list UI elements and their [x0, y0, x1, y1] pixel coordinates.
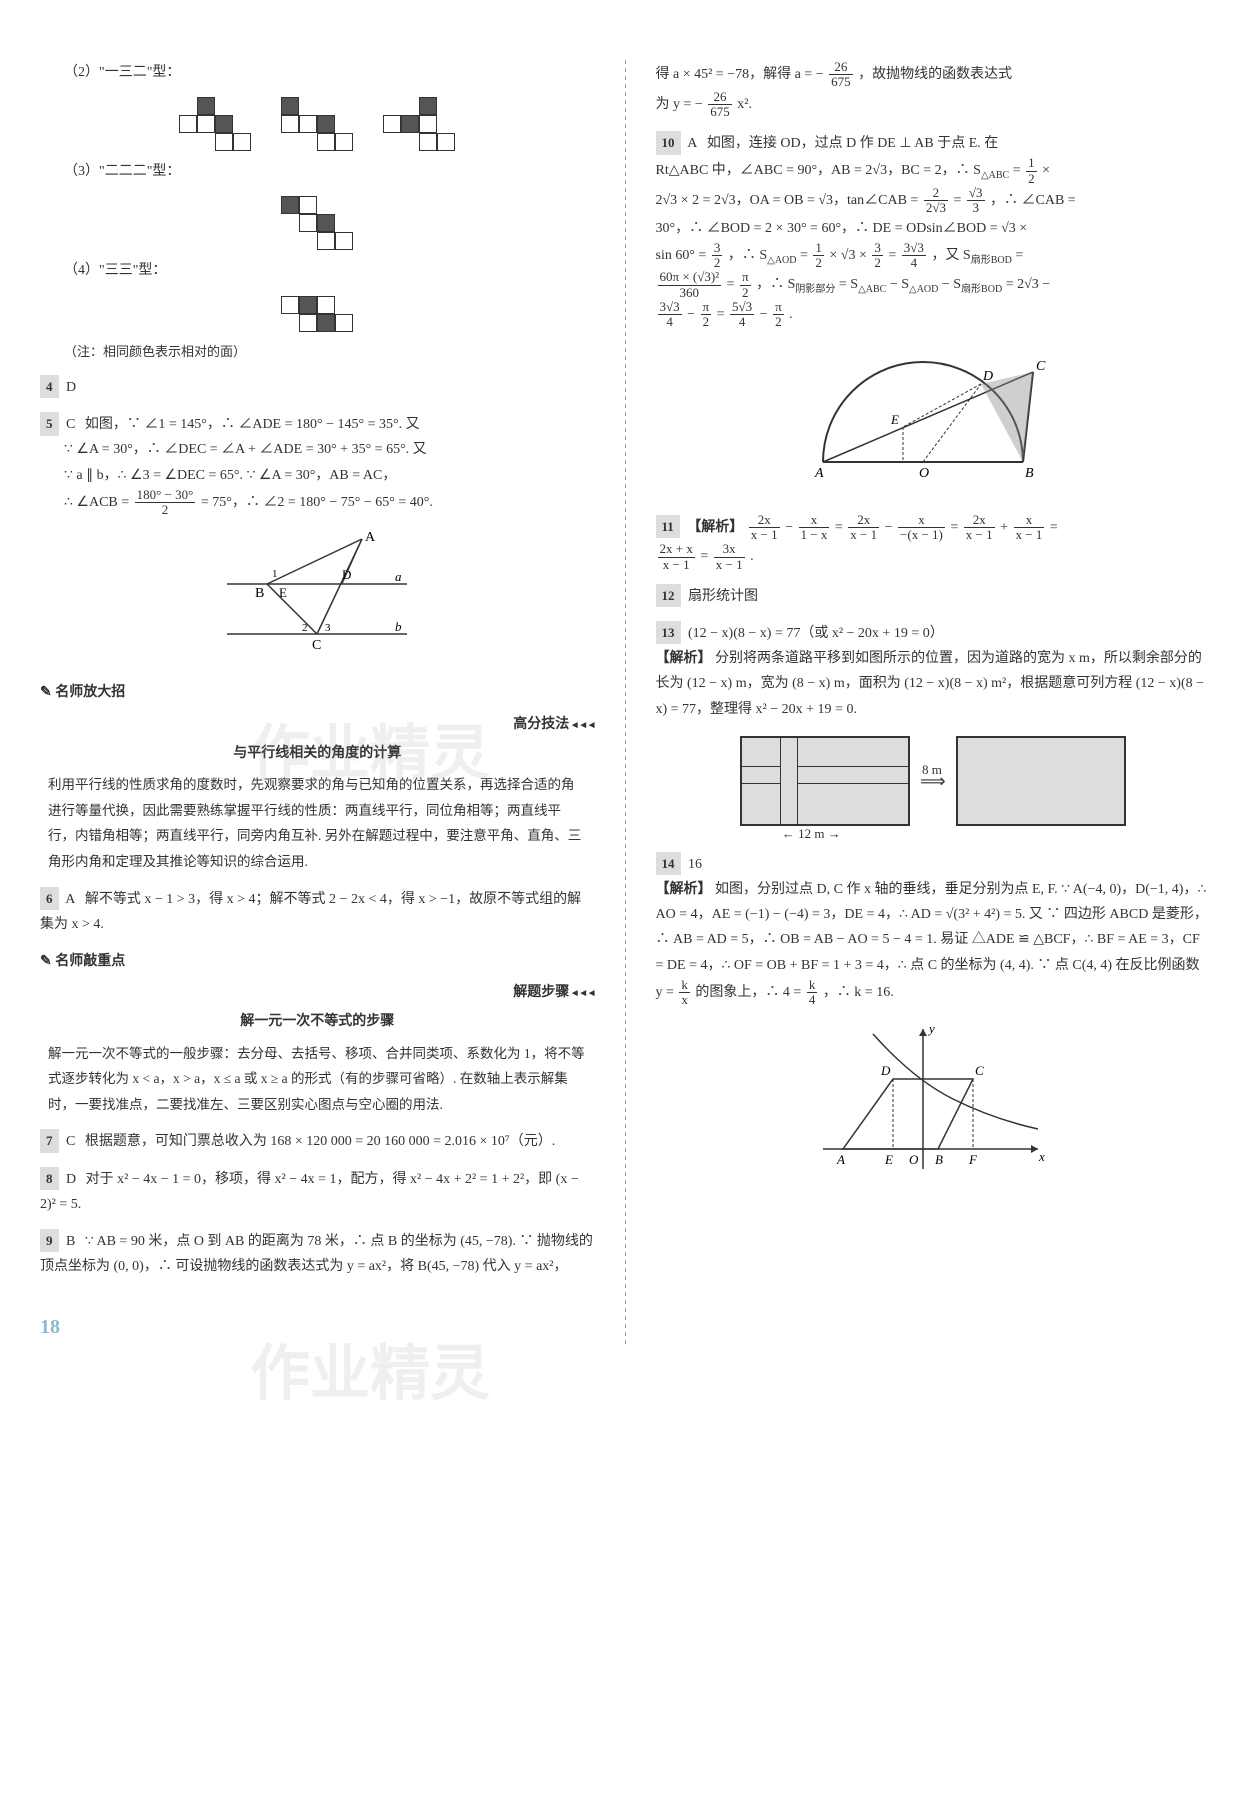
right-column: 得 a × 45² = −78，解得 a = − 26675 ，故抛物线的函数表…	[656, 60, 1211, 1345]
svg-text:D: D	[982, 369, 993, 384]
section2-header: ✎ 名师敲重点	[40, 949, 595, 974]
answer-4: 4 D	[40, 375, 595, 400]
a9-text: ∵ AB = 90 米，点 O 到 AB 的距离为 78 米，∴ 点 B 的坐标…	[40, 1234, 593, 1274]
answer-14: 14 16 【解析】 如图，分别过点 D, C 作 x 轴的垂线，垂足分别为点 …	[656, 852, 1211, 1008]
figure-10: A B C D E O	[656, 342, 1211, 501]
ans-9: B	[66, 1234, 75, 1249]
svg-text:E: E	[279, 585, 287, 600]
svg-text:E: E	[890, 412, 899, 427]
q2-figures	[40, 97, 595, 151]
qnum-13: 13	[656, 621, 681, 644]
section2-body: 解一元一次不等式的一般步骤：去分母、去括号、移项、合并同类项、系数化为 1，将不…	[40, 1041, 595, 1118]
section1-body: 利用平行线的性质求角的度数时，先观察要求的角与已知角的位置关系，再选择合适的角进…	[40, 772, 595, 875]
a12-text: 扇形统计图	[688, 589, 758, 604]
cont-9: 得 a × 45² = −78，解得 a = − 26675 ，故抛物线的函数表…	[656, 60, 1211, 119]
a5-frac: 180° − 30°2	[135, 488, 196, 518]
a5-text1: 如图，∵ ∠1 = 145°，∴ ∠ADE = 180° − 145° = 35…	[85, 417, 420, 432]
qnum-11: 11	[656, 515, 680, 538]
ans-14: 16	[688, 857, 702, 872]
road-diagram: 8 m ← 12 m → ⟹	[656, 736, 1211, 826]
a5-text3: ∵ a ∥ b，∴ ∠3 = ∠DEC = 65°. ∵ ∠A = 30°，AB…	[40, 468, 396, 483]
a5-text4-pre: ∴ ∠ACB =	[40, 495, 133, 510]
qnum-5: 5	[40, 412, 59, 435]
answer-10: 10 A 如图，连接 OD，过点 D 作 DE ⊥ AB 于点 E. 在 Rt△…	[656, 131, 1211, 329]
q4-figures	[40, 296, 595, 332]
svg-text:E: E	[884, 1152, 893, 1167]
answer-9: 9 B ∵ AB = 90 米，点 O 到 AB 的距离为 78 米，∴ 点 B…	[40, 1229, 595, 1279]
ans-5: C	[66, 417, 75, 432]
a14-label: 【解析】	[656, 882, 712, 897]
a5-text2: ∵ ∠A = 30°，∴ ∠DEC = ∠A + ∠ADE = 30° + 35…	[40, 442, 427, 457]
color-note: （注：相同颜色表示相对的面）	[40, 340, 595, 363]
q3-label: （3）"二二二"型：	[40, 159, 595, 184]
ans-4: D	[66, 380, 76, 395]
a13-body: 分别将两条道路平移到如图所示的位置，因为道路的宽为 x m，所以剩余部分的长为 …	[656, 651, 1205, 716]
road-right	[956, 736, 1126, 826]
qnum-9: 9	[40, 1229, 59, 1252]
figure-5: A B C D E a b 1 2 3	[40, 529, 595, 668]
answer-6: 6 A 解不等式 x − 1 > 3，得 x > 4；解不等式 2 − 2x <…	[40, 887, 595, 937]
svg-text:C: C	[1036, 359, 1046, 374]
svg-text:1: 1	[272, 568, 278, 580]
figure-14: A B C D E F O x y	[656, 1019, 1211, 1188]
qnum-6: 6	[40, 887, 59, 910]
svg-text:C: C	[312, 638, 321, 653]
svg-text:A: A	[836, 1152, 845, 1167]
dim-h: ← 12 m →	[782, 822, 841, 845]
q4-label: （4）"三三"型：	[40, 258, 595, 283]
q2-label: （2）"一三二"型：	[40, 60, 595, 85]
a6-text: 解不等式 x − 1 > 3，得 x > 4；解不等式 2 − 2x < 4，得…	[40, 892, 581, 932]
svg-text:D: D	[342, 567, 351, 582]
svg-text:3: 3	[325, 622, 331, 634]
svg-text:F: F	[968, 1152, 978, 1167]
a11-label: 【解析】	[687, 520, 743, 535]
column-divider	[625, 60, 626, 1345]
section2-subtitle: 解一元一次不等式的步骤	[40, 1009, 595, 1034]
section1-title: 高分技法	[40, 712, 595, 737]
qnum-12: 12	[656, 584, 681, 607]
answer-8: 8 D 对于 x² − 4x − 1 = 0，移项，得 x² − 4x = 1，…	[40, 1167, 595, 1217]
svg-text:B: B	[255, 586, 264, 601]
section1-subtitle: 与平行线相关的角度的计算	[40, 741, 595, 766]
svg-text:A: A	[365, 530, 376, 545]
qnum-10: 10	[656, 131, 681, 154]
svg-text:D: D	[880, 1063, 891, 1078]
ans-6: A	[65, 892, 75, 907]
qnum-14: 14	[656, 852, 681, 875]
svg-text:y: y	[927, 1021, 935, 1036]
ans-8: D	[66, 1172, 76, 1187]
svg-text:C: C	[975, 1063, 984, 1078]
svg-text:O: O	[919, 466, 929, 481]
svg-text:B: B	[1025, 466, 1034, 481]
a7-text: 根据题意，可知门票总收入为 168 × 120 000 = 20 160 000…	[85, 1134, 555, 1149]
answer-11: 11 【解析】 2xx − 1 − x1 − x = 2xx − 1 − x−(…	[656, 513, 1211, 572]
ans-7: C	[66, 1134, 75, 1149]
answer-7: 7 C 根据题意，可知门票总收入为 168 × 120 000 = 20 160…	[40, 1129, 595, 1154]
a8-text: 对于 x² − 4x − 1 = 0，移项，得 x² − 4x = 1，配方，得…	[40, 1172, 579, 1212]
svg-text:B: B	[935, 1152, 943, 1167]
a13-eq: (12 − x)(8 − x) = 77（或 x² − 20x + 19 = 0…	[688, 626, 944, 641]
ans-10: A	[687, 136, 697, 151]
page-content: （2）"一三二"型： （3）"二二二"型： （4）"三三"型： （注：相同颜色表…	[40, 60, 1210, 1345]
svg-text:A: A	[814, 466, 824, 481]
svg-text:x: x	[1038, 1149, 1045, 1164]
answer-13: 13 (12 − x)(8 − x) = 77（或 x² − 20x + 19 …	[656, 621, 1211, 722]
qnum-8: 8	[40, 1167, 59, 1190]
qnum-4: 4	[40, 375, 59, 398]
page-number: 18	[40, 1309, 595, 1345]
a13-label: 【解析】	[656, 651, 712, 666]
svg-text:b: b	[395, 619, 402, 634]
road-left: 8 m ← 12 m →	[740, 736, 910, 826]
section1-header: ✎ 名师放大招	[40, 680, 595, 705]
a5-text4-post: = 75°，∴ ∠2 = 180° − 75° − 65° = 40°.	[201, 495, 433, 510]
svg-text:O: O	[909, 1152, 919, 1167]
left-column: （2）"一三二"型： （3）"二二二"型： （4）"三三"型： （注：相同颜色表…	[40, 60, 595, 1345]
q3-figures	[40, 196, 595, 250]
answer-5: 5 C 如图，∵ ∠1 = 145°，∴ ∠ADE = 180° − 145° …	[40, 412, 595, 517]
answer-12: 12 扇形统计图	[656, 584, 1211, 609]
svg-text:2: 2	[302, 622, 308, 634]
section2-title: 解题步骤	[40, 980, 595, 1005]
svg-text:a: a	[395, 569, 402, 584]
qnum-7: 7	[40, 1129, 59, 1152]
